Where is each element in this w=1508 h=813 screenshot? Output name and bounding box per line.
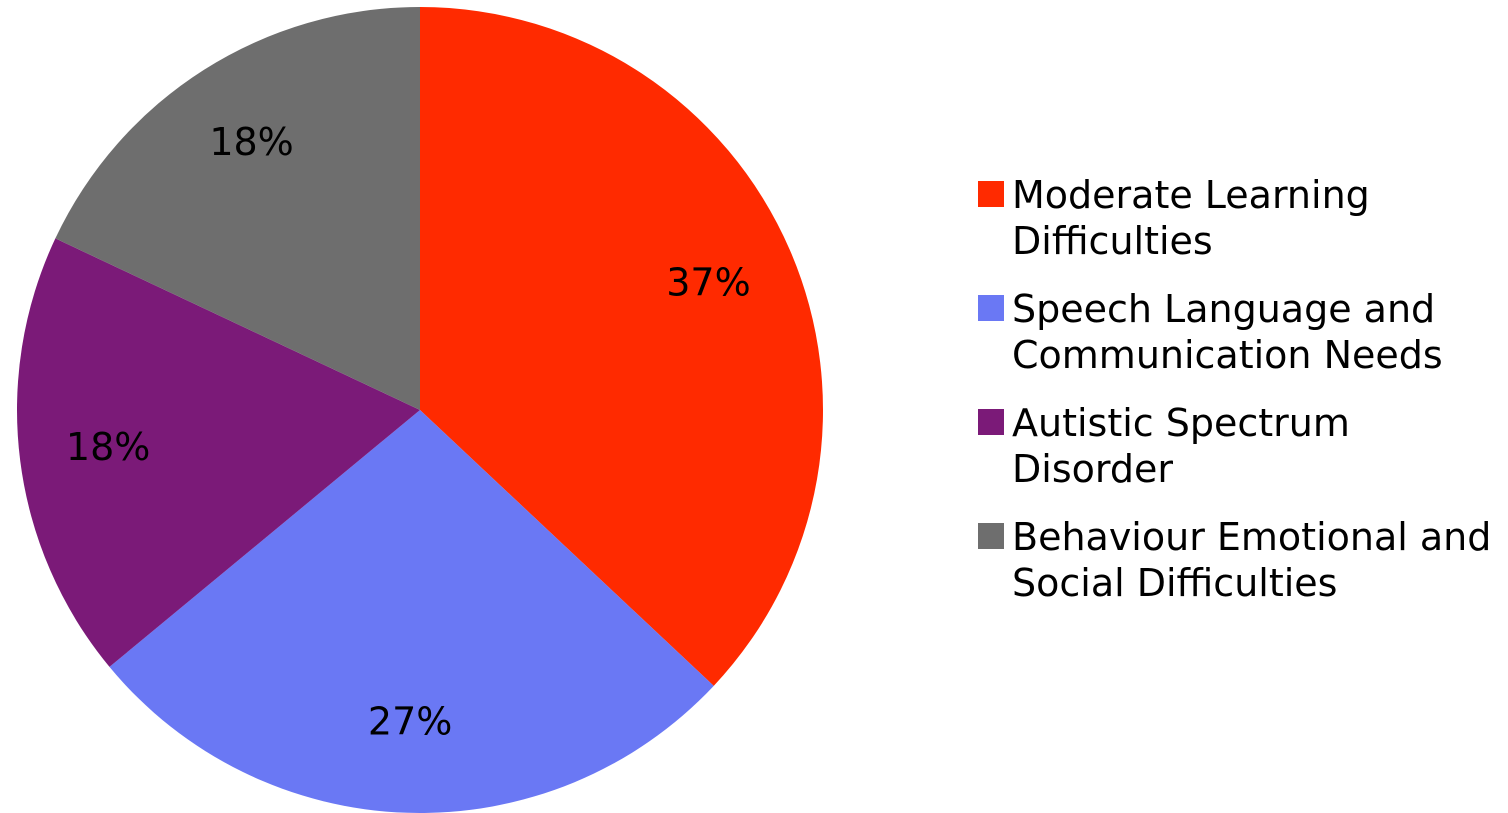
data-label: 37% [666,261,750,305]
data-label: 27% [368,700,452,744]
legend: Moderate Learning Difficulties Speech Lan… [978,172,1498,628]
pie-slice [55,7,420,410]
legend-swatch [978,181,1004,207]
legend-item: Speech Language and Communication Needs [978,286,1498,378]
legend-label: Speech Language and Communication Needs [1012,287,1443,377]
legend-swatch [978,295,1004,321]
data-label: 18% [66,425,150,469]
pie-slice [420,7,823,686]
legend-swatch [978,409,1004,435]
legend-item: Behaviour Emotional and Social Difficult… [978,514,1498,606]
pie-slice [17,238,421,667]
legend-label: Behaviour Emotional and Social Difficult… [1012,515,1492,605]
pie-slice [109,410,714,813]
data-label: 18% [209,120,293,164]
legend-label: Autistic Spectrum Disorder [1012,401,1350,491]
legend-label: Moderate Learning Difficulties [1012,173,1370,263]
legend-item: Autistic Spectrum Disorder [978,400,1498,492]
legend-swatch [978,523,1004,549]
legend-item: Moderate Learning Difficulties [978,172,1498,264]
